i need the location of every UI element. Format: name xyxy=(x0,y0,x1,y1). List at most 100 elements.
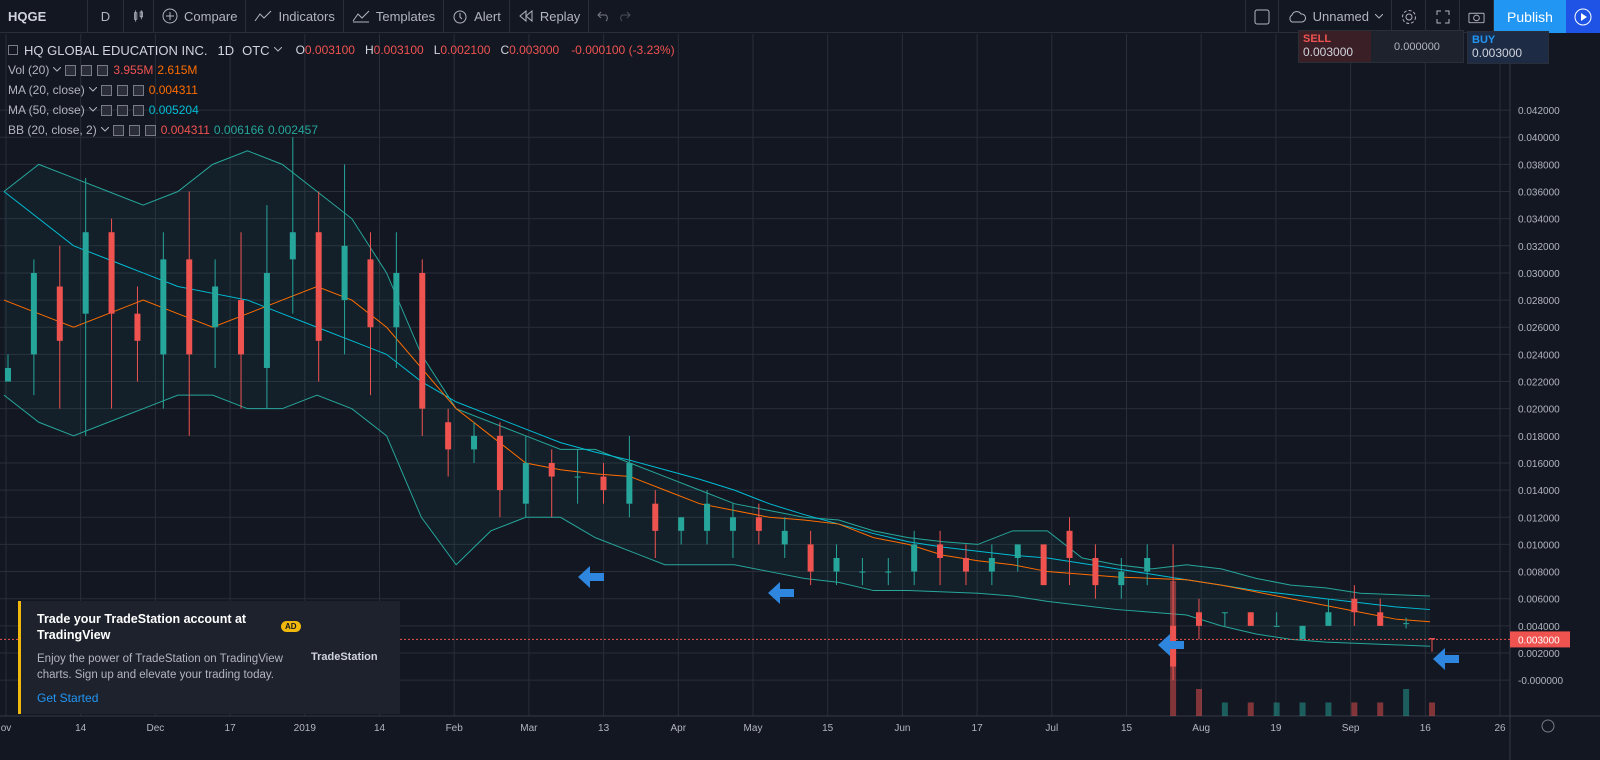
legend-ma50-row[interactable]: MA (50, close) 0.005204 xyxy=(8,100,675,120)
redo-icon[interactable] xyxy=(617,10,632,22)
settings-icon[interactable] xyxy=(116,104,128,116)
annotation-arrow-icon xyxy=(1158,634,1184,656)
candle-body xyxy=(1351,598,1358,613)
candle-body xyxy=(212,286,219,328)
replay-button[interactable]: Replay xyxy=(510,0,590,33)
annotation-arrow-icon xyxy=(578,566,604,588)
volume-bar xyxy=(1299,702,1306,716)
volume-bar xyxy=(1273,702,1280,716)
ohlc-high-label: H xyxy=(364,43,374,57)
candle-body xyxy=(1403,623,1410,625)
y-axis-tick-label: 0.032000 xyxy=(1518,242,1560,253)
play-button[interactable] xyxy=(1566,0,1600,33)
candle-body xyxy=(678,517,685,531)
sell-button[interactable]: SELL 0.003000 xyxy=(1299,31,1371,62)
eye-icon[interactable] xyxy=(65,64,77,76)
publish-button[interactable]: Publish xyxy=(1494,0,1566,33)
close-icon[interactable] xyxy=(144,124,156,136)
bb-lower-value: 0.002457 xyxy=(267,123,319,137)
vol-value: 3.955M xyxy=(113,63,154,77)
indicators-button[interactable]: Indicators xyxy=(246,0,344,33)
bb-label: BB (20, close, 2) xyxy=(8,123,97,137)
candle-body xyxy=(1118,571,1125,586)
settings-icon[interactable] xyxy=(81,64,93,76)
y-axis-tick-label: 0.036000 xyxy=(1518,188,1560,199)
legend-volume-row[interactable]: Vol (20) 3.955M 2.615M xyxy=(8,60,675,80)
alarm-clock-icon xyxy=(453,10,467,24)
bollinger-band-fill xyxy=(4,150,1430,647)
candle-body xyxy=(1429,638,1435,640)
chevron-down-icon[interactable] xyxy=(88,87,97,93)
y-axis-tick-label: 0.040000 xyxy=(1518,133,1560,144)
candle-body xyxy=(496,435,503,491)
candle-body xyxy=(729,517,736,531)
y-axis-tick-label: 0.010000 xyxy=(1518,540,1560,551)
fullscreen-button[interactable] xyxy=(1426,0,1460,33)
snapshot-button[interactable] xyxy=(1460,0,1494,33)
candle-body xyxy=(56,286,63,341)
legend-interval: 1D xyxy=(217,42,235,58)
sell-label: SELL xyxy=(1303,33,1332,45)
ad-badge: AD xyxy=(281,621,301,632)
settings-icon[interactable] xyxy=(128,124,140,136)
top-toolbar: HQGE D Compare Indicators Templates Aler… xyxy=(0,0,1600,33)
ohlc-low-value: 0.002100 xyxy=(440,43,491,57)
candle-body xyxy=(574,476,581,478)
eye-icon[interactable] xyxy=(100,104,112,116)
ohlc-change: -0.000100 (-3.23%) xyxy=(571,43,675,57)
chevron-down-icon[interactable] xyxy=(53,67,62,73)
candle-body xyxy=(781,530,788,545)
legend-exchange: OTC xyxy=(242,42,270,58)
chart-type-button[interactable] xyxy=(124,0,154,33)
candle-body xyxy=(82,232,89,314)
collapse-icon[interactable] xyxy=(8,45,18,55)
get-started-link[interactable]: Get Started xyxy=(37,691,99,705)
vol-ma-value: 2.615M xyxy=(157,63,198,77)
layout-name: Unnamed xyxy=(1312,9,1369,24)
chevron-down-icon[interactable] xyxy=(100,127,109,133)
ohlc-high-value: 0.003100 xyxy=(373,43,424,57)
chevron-down-icon[interactable] xyxy=(88,107,97,113)
close-icon[interactable] xyxy=(132,84,144,96)
legend-bb-row[interactable]: BB (20, close, 2) 0.004311 0.006166 0.00… xyxy=(8,120,675,140)
compare-button[interactable]: Compare xyxy=(154,0,247,33)
y-axis-tick-label: 0.012000 xyxy=(1518,513,1560,524)
candle-body xyxy=(1377,612,1384,626)
eye-icon[interactable] xyxy=(100,84,112,96)
symbol-label: HQGE xyxy=(8,8,47,24)
square-icon xyxy=(1254,9,1270,24)
candle-body xyxy=(393,272,400,328)
close-icon[interactable] xyxy=(132,104,144,116)
fullscreen-toggle-button[interactable] xyxy=(1244,0,1279,33)
promo-title: Trade your TradeStation account at Tradi… xyxy=(37,612,247,642)
undo-redo-group xyxy=(589,0,639,33)
volume-bar xyxy=(1351,702,1358,716)
chart-settings-icon[interactable] xyxy=(1541,719,1555,733)
y-axis-tick-label: 0.034000 xyxy=(1518,215,1560,226)
candle-body xyxy=(315,232,322,341)
candle-body xyxy=(833,557,840,572)
x-axis-tick-label: Aug xyxy=(1192,723,1210,734)
legend-ma20-row[interactable]: MA (20, close) 0.004311 xyxy=(8,80,675,100)
layout-button[interactable]: Unnamed xyxy=(1279,0,1392,33)
y-axis-tick-label: 0.026000 xyxy=(1518,323,1560,334)
buy-button[interactable]: BUY 0.003000 xyxy=(1467,31,1549,64)
alert-button[interactable]: Alert xyxy=(444,0,510,33)
chevron-down-icon[interactable] xyxy=(273,47,282,53)
interval-button[interactable]: D xyxy=(88,0,124,33)
candle-body xyxy=(445,422,452,450)
settings-icon[interactable] xyxy=(116,84,128,96)
templates-button[interactable]: Templates xyxy=(344,0,445,33)
candle-body xyxy=(160,259,167,355)
symbol-search-button[interactable]: HQGE xyxy=(0,0,88,33)
candle-body xyxy=(5,367,11,382)
x-axis-tick-label: Jul xyxy=(1045,723,1058,734)
eye-icon[interactable] xyxy=(112,124,124,136)
candle-body xyxy=(1273,625,1280,627)
settings-button[interactable] xyxy=(1392,0,1426,33)
bollinger-lower-line xyxy=(3,394,1431,647)
camera-icon xyxy=(1468,12,1485,23)
undo-icon[interactable] xyxy=(597,10,611,22)
x-axis-tick-label: ov xyxy=(1,723,12,734)
close-icon[interactable] xyxy=(97,64,109,76)
